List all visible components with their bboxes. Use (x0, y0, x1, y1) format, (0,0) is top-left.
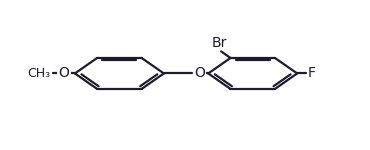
Text: CH₃: CH₃ (27, 67, 51, 80)
Text: O: O (58, 66, 70, 80)
Text: Br: Br (212, 36, 228, 50)
Text: F: F (308, 66, 316, 80)
Text: O: O (194, 66, 205, 80)
